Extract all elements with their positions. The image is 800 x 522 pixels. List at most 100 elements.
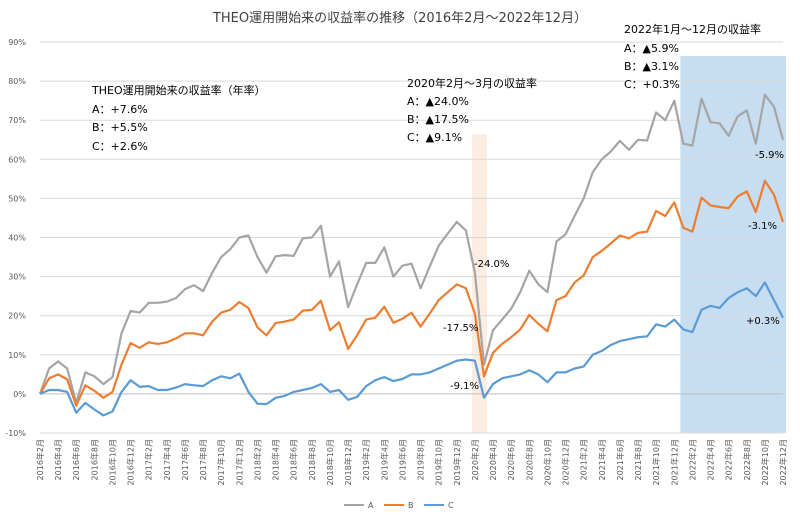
x-tick-label: 2019年10月 — [434, 439, 444, 486]
x-tick: 2021年6月 — [615, 439, 625, 480]
x-tick: 2020年2月 — [470, 439, 480, 480]
x-tick-label: 2016年10月 — [107, 439, 117, 486]
x-tick: 2022年8月 — [742, 439, 752, 480]
x-tick: 2020年12月 — [561, 439, 571, 486]
series-line-b — [39, 179, 785, 407]
series-line-a — [38, 93, 785, 404]
x-tick-label: 2019年12月 — [452, 439, 462, 486]
x-tick-label: 2021年10月 — [651, 439, 661, 486]
x-tick-label: 2017年8月 — [198, 439, 208, 480]
y-tick-label: 70% — [8, 116, 26, 125]
gridlines — [40, 41, 783, 434]
x-tick-label: 2021年2月 — [579, 439, 589, 480]
x-tick: 2021年4月 — [597, 439, 607, 480]
x-tick: 2022年10月 — [760, 439, 770, 486]
y-tick-label: 80% — [8, 77, 26, 86]
y-tick-label: 10% — [8, 351, 26, 360]
x-tick: 2017年6月 — [180, 439, 190, 480]
x-tick: 2018年8月 — [307, 439, 317, 480]
legend-label-c: C — [448, 501, 454, 510]
x-tick: 2019年6月 — [397, 439, 407, 480]
x-tick: 2016年12月 — [126, 439, 136, 486]
annual-return-a: A：+7.6% — [92, 103, 148, 116]
y2022-label-b: -3.1% — [748, 221, 777, 232]
x-tick-label: 2019年6月 — [397, 439, 407, 480]
covid-label-a: -24.0% — [474, 259, 509, 270]
y2022-return-c: C：+0.3% — [624, 78, 680, 91]
y2022-return-title: 2022年1月～12月の収益率 — [624, 22, 761, 36]
x-tick-label: 2018年4月 — [271, 439, 281, 480]
x-tick-label: 2017年4月 — [162, 439, 172, 480]
legend-label-b: B — [408, 501, 414, 510]
x-tick: 2020年6月 — [506, 439, 516, 480]
x-tick-label: 2017年6月 — [180, 439, 190, 480]
x-tick: 2017年8月 — [198, 439, 208, 480]
y-tick-label: -10% — [5, 429, 26, 438]
annual-return-title: THEO運用開始来の収益率（年率） — [91, 83, 266, 97]
x-tick: 2016年10月 — [107, 439, 117, 486]
x-tick: 2016年4月 — [53, 439, 63, 480]
x-tick: 2018年12月 — [343, 439, 353, 486]
x-tick-label: 2017年12月 — [234, 439, 244, 486]
y-axis-ticks: 90% 80% 70% 60% 50% 40% 30% 20% 10% 0% -10% — [5, 38, 26, 438]
covid-label-b: -17.5% — [443, 323, 478, 334]
series-line-c — [39, 281, 784, 417]
x-tick: 2017年2月 — [144, 439, 154, 480]
y2022-label-a: -5.9% — [755, 150, 784, 161]
x-tick: 2017年10月 — [216, 439, 226, 486]
annual-return-c: C：+2.6% — [92, 140, 148, 153]
x-tick-label: 2019年8月 — [416, 439, 426, 480]
legend-label-a: A — [368, 501, 374, 510]
x-tick-label: 2022年12月 — [778, 439, 788, 486]
y2022-return-b: B：▲3.1% — [624, 60, 679, 73]
x-tick: 2018年6月 — [289, 439, 299, 480]
x-tick: 2019年2月 — [361, 439, 371, 480]
x-tick: 2016年6月 — [71, 439, 81, 480]
x-tick-label: 2017年10月 — [216, 439, 226, 486]
y-tick-label: 20% — [8, 312, 26, 321]
x-tick: 2022年2月 — [687, 439, 697, 480]
x-tick-label: 2020年8月 — [524, 439, 534, 480]
x-tick: 2019年8月 — [416, 439, 426, 480]
x-tick-label: 2021年6月 — [615, 439, 625, 480]
covid-return-b: B：▲17.5% — [407, 113, 469, 126]
series-lines — [38, 93, 785, 417]
x-tick: 2017年12月 — [234, 439, 244, 486]
x-tick: 2020年8月 — [524, 439, 534, 480]
x-tick-label: 2018年12月 — [343, 439, 353, 486]
legend: A B C — [344, 501, 454, 510]
y2022-return-a: A：▲5.9% — [624, 42, 679, 55]
x-tick: 2019年12月 — [452, 439, 462, 486]
covid-return-c: C：▲9.1% — [407, 131, 462, 144]
chart-title: THEO運用開始来の収益率の推移（2016年2月～2022年12月） — [212, 10, 587, 26]
x-tick-label: 2021年12月 — [669, 439, 679, 486]
y-tick-label: 90% — [8, 38, 26, 47]
x-tick: 2021年8月 — [633, 439, 643, 480]
annual-return-b: B：+5.5% — [92, 121, 148, 134]
x-tick-label: 2018年6月 — [289, 439, 299, 480]
x-tick-label: 2021年4月 — [597, 439, 607, 480]
x-tick-label: 2020年10月 — [542, 439, 552, 486]
x-tick-label: 2022年6月 — [724, 439, 734, 480]
x-tick-label: 2016年8月 — [89, 439, 99, 480]
x-tick: 2022年6月 — [724, 439, 734, 480]
x-tick-label: 2016年6月 — [71, 439, 81, 480]
covid-label-c: -9.1% — [450, 381, 479, 392]
x-tick-label: 2020年4月 — [488, 439, 498, 480]
y-tick-label: 0% — [13, 390, 26, 399]
covid-return-a: A：▲24.0% — [407, 95, 469, 108]
y-tick-label: 40% — [8, 234, 26, 243]
x-tick: 2021年2月 — [579, 439, 589, 480]
y-tick-label: 50% — [8, 194, 26, 203]
x-tick: 2018年2月 — [252, 439, 262, 480]
x-tick: 2017年4月 — [162, 439, 172, 480]
x-tick: 2020年4月 — [488, 439, 498, 480]
y-tick-label: 60% — [8, 155, 26, 164]
x-tick-label: 2022年4月 — [706, 439, 716, 480]
x-tick: 2020年10月 — [542, 439, 552, 486]
x-tick-label: 2021年8月 — [633, 439, 643, 480]
y2022-label-c: +0.3% — [746, 316, 780, 327]
x-tick: 2019年4月 — [379, 439, 389, 480]
